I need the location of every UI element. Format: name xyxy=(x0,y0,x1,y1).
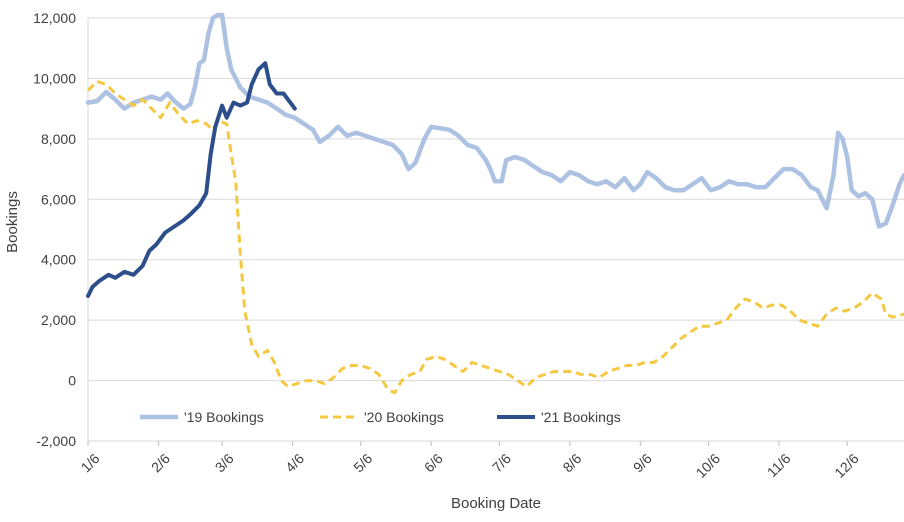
y-tick-label: 2,000 xyxy=(41,312,76,328)
legend: '19 Bookings '20 Bookings '21 Bookings xyxy=(140,409,621,425)
y-tick-label: 12,000 xyxy=(33,10,76,26)
x-tick-label: 4/6 xyxy=(282,450,307,475)
legend-label-0: '19 Bookings xyxy=(184,409,264,425)
y-axis-title: Bookings xyxy=(4,191,21,253)
x-tick-label: 5/6 xyxy=(350,450,375,475)
legend-label-2: '21 Bookings xyxy=(541,409,621,425)
x-tick-label: 11/6 xyxy=(764,450,794,480)
y-tick-label: 10,000 xyxy=(33,70,76,86)
x-tick-label: 7/6 xyxy=(489,450,514,475)
x-tick-label: 10/6 xyxy=(693,450,724,481)
y-tick-label: 0 xyxy=(68,373,76,389)
series-line-2 xyxy=(86,61,297,298)
gridlines xyxy=(88,17,904,442)
x-tick-label: 1/6 xyxy=(78,450,103,475)
x-tick-label: 8/6 xyxy=(559,450,584,475)
x-tick-label: 9/6 xyxy=(630,450,655,475)
y-tick-label: 4,000 xyxy=(41,252,76,268)
series-line-1 xyxy=(86,79,904,395)
x-axis-title: Booking Date xyxy=(451,495,541,512)
legend-label-1: '20 Bookings xyxy=(364,409,444,425)
x-tick-label: 6/6 xyxy=(421,450,446,475)
y-tick-label: -2,000 xyxy=(36,433,76,449)
x-tick-label: 3/6 xyxy=(212,450,237,475)
x-tick-label: 12/6 xyxy=(831,450,862,481)
y-tick-label: 6,000 xyxy=(41,191,76,207)
series-line-0 xyxy=(85,12,904,229)
y-tick-label: 8,000 xyxy=(41,131,76,147)
series-lines xyxy=(85,12,904,395)
x-tick-label: 2/6 xyxy=(148,450,173,475)
